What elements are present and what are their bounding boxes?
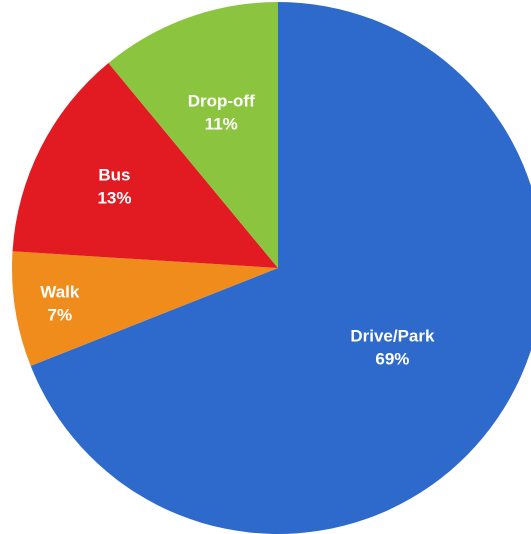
slice-label-walk: Walk — [40, 282, 80, 301]
slice-value-drive-park: 69% — [375, 350, 409, 369]
pie-labels: Drive/Park 69% Walk 7% Bus 13% Drop-off 11% — [40, 91, 435, 368]
pie-slice-drop-off — [108, 2, 278, 268]
slice-value-walk: 7% — [48, 305, 73, 324]
slice-value-bus: 13% — [97, 189, 131, 208]
pie-slice-walk — [12, 251, 279, 366]
pie-slice-bus — [12, 63, 278, 269]
pie-slices — [12, 2, 531, 534]
slice-value-drop-off: 11% — [205, 114, 238, 133]
pie-slice-drive-park — [30, 2, 531, 534]
slice-label-drive-park: Drive/Park — [350, 327, 435, 346]
slice-label-bus: Bus — [98, 166, 130, 185]
slice-label-drop-off: Drop-off — [188, 91, 255, 110]
